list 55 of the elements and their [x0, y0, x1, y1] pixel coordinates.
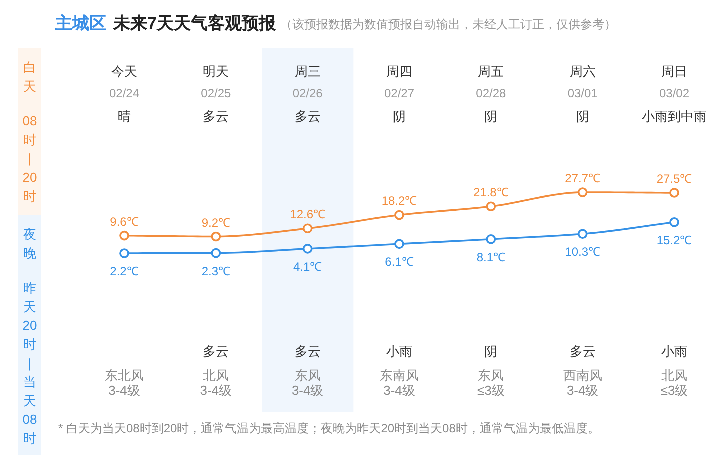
text: 北风 3-4级: [200, 368, 232, 398]
point: [486, 202, 496, 212]
data-label: 10.3℃: [565, 245, 601, 260]
point: [120, 248, 130, 258]
x-tick-label: 周日 03/02 小雨到中雨: [642, 64, 707, 124]
text: 白天: [24, 60, 36, 94]
text: 08时|20时: [22, 114, 38, 204]
text: 多云: [203, 344, 230, 359]
x-tick-label: 周四 02/27 阴: [384, 64, 415, 124]
data-label: 15.2℃: [656, 233, 692, 248]
point: [578, 188, 588, 198]
data-label: 8.1℃: [476, 250, 506, 264]
text: 多云: [294, 344, 321, 359]
text: 小雨: [662, 344, 688, 359]
text: 东北风 3-4级: [105, 368, 144, 398]
point: [486, 234, 496, 244]
point: [670, 218, 680, 228]
x-tick-label: 周五 02/28 阴: [476, 64, 507, 124]
text: 夜晚: [24, 227, 36, 261]
point: [120, 230, 130, 241]
text: 小雨: [386, 344, 412, 359]
point: [578, 229, 588, 240]
data-label: 21.8℃: [473, 186, 509, 200]
point: [394, 239, 404, 250]
x-tick-label: 周六 03/01 阴: [568, 64, 598, 124]
data-label: 6.1℃: [385, 255, 414, 270]
point: [670, 188, 680, 198]
point: [302, 244, 313, 254]
text: 西南风 3-4级: [563, 368, 602, 398]
text: 东风 ≤3级: [477, 368, 505, 398]
data-label: 2.2℃: [110, 264, 139, 278]
data-label: 9.2℃: [202, 216, 231, 230]
data-label: 27.7℃: [565, 172, 601, 186]
point: [394, 210, 404, 220]
point: [211, 248, 222, 258]
chart-subtitle: （该预报数据为数值预报自动输出，未经人工订正，仅供参考）: [280, 18, 616, 32]
text: 多云: [570, 344, 596, 359]
text: 东风 3-4级: [292, 368, 324, 398]
data-label: 27.5℃: [656, 172, 692, 186]
text: 北风 ≤3级: [660, 368, 688, 398]
x-tick-label: 今天 02/24 晴: [109, 64, 140, 124]
x-tick-label: 周三 02/26 多云: [292, 64, 324, 124]
text: 东南风 3-4级: [380, 368, 419, 398]
data-label: 4.1℃: [293, 260, 322, 274]
x-tick-label: 明天 02/25 多云: [201, 64, 232, 124]
text: 阴: [484, 344, 498, 359]
chart-title: 主城区 未来7天天气客观预报: [54, 14, 277, 33]
data-label: 2.3℃: [202, 264, 231, 278]
data-label: 9.6℃: [110, 214, 139, 229]
point: [302, 224, 313, 234]
data-label: 18.2℃: [382, 194, 418, 208]
text: 昨天20时|当天08时: [22, 280, 38, 446]
data-label: 12.6℃: [290, 208, 326, 222]
point: [211, 232, 222, 242]
text: * 白天为当天08时到20时，通常气温为最高温度；夜晚为昨天20时到当天08时，通常气温为最低温度。: [58, 422, 600, 436]
